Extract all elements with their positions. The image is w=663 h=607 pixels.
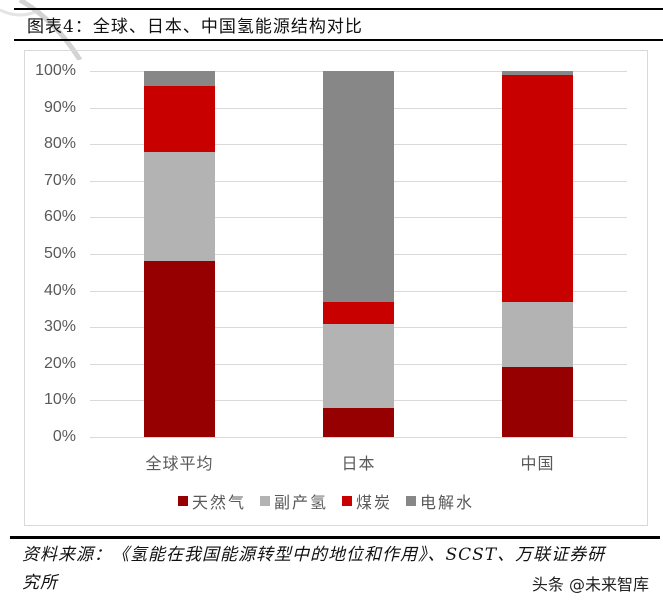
y-tick-label: 40%	[43, 281, 76, 299]
top-rule	[14, 8, 663, 10]
chart-legend: 天然气 副产氢 煤炭 电解水	[178, 489, 474, 513]
y-tick-label: 80%	[43, 135, 76, 153]
source-note: 资料来源：《氢能在我国能源转型中的地位和作用》、SCST、万联证券研 究所	[22, 541, 642, 597]
bar-segment	[144, 261, 215, 437]
legend-swatch-icon	[342, 496, 353, 506]
legend-label: 天然气	[192, 493, 247, 512]
legend-swatch-icon	[178, 496, 188, 506]
y-tick-label: 10%	[43, 391, 76, 409]
plot-area	[90, 71, 627, 438]
legend-item: 天然气	[178, 489, 246, 513]
y-tick-label: 20%	[43, 354, 76, 372]
y-tick-label: 0%	[52, 428, 76, 445]
legend-item: 副产氢	[260, 489, 328, 513]
legend-swatch-icon	[260, 496, 271, 506]
x-tick-label: 全球平均	[145, 454, 214, 473]
bar-segment	[502, 74, 573, 302]
figure-title: 图表4：全球、日本、中国氢能源结构对比	[27, 17, 363, 37]
source-line-2: 究所	[22, 573, 58, 593]
bar-segment	[323, 71, 394, 302]
y-tick-label: 30%	[43, 318, 76, 336]
bar-stack	[144, 71, 215, 437]
bar-segment	[323, 301, 394, 324]
bar-stack	[323, 71, 394, 437]
source-rule	[10, 536, 660, 539]
bar-segment	[144, 71, 215, 86]
y-tick-label: 90%	[43, 98, 76, 116]
source-line-1: 资料来源：《氢能在我国能源转型中的地位和作用》、SCST、万联证券研	[22, 545, 606, 565]
legend-label: 电解水	[420, 493, 475, 512]
bar-segment	[323, 323, 394, 408]
y-tick-label: 70%	[43, 171, 76, 189]
y-tick-label: 60%	[43, 208, 76, 226]
legend-label: 副产氢	[274, 493, 329, 512]
chart-frame	[24, 50, 648, 526]
bar-segment	[323, 407, 394, 437]
bar-segment	[502, 367, 573, 437]
y-tick-label: 100%	[35, 62, 76, 79]
y-tick-label: 50%	[43, 245, 76, 262]
bar-segment	[144, 85, 215, 152]
bar-segment	[502, 301, 573, 368]
x-tick-label: 中国	[520, 454, 555, 473]
bar-segment	[144, 151, 215, 262]
legend-label: 煤炭	[356, 493, 393, 512]
watermark: 头条 @未来智库	[531, 575, 649, 594]
bar-segment	[502, 71, 573, 75]
bar-stack	[502, 71, 573, 437]
x-tick-label: 日本	[341, 454, 376, 473]
gridline	[90, 437, 627, 438]
legend-item: 煤炭	[342, 489, 392, 513]
title-rule	[14, 39, 663, 41]
legend-swatch-icon	[406, 496, 417, 506]
legend-item: 电解水	[406, 489, 474, 513]
